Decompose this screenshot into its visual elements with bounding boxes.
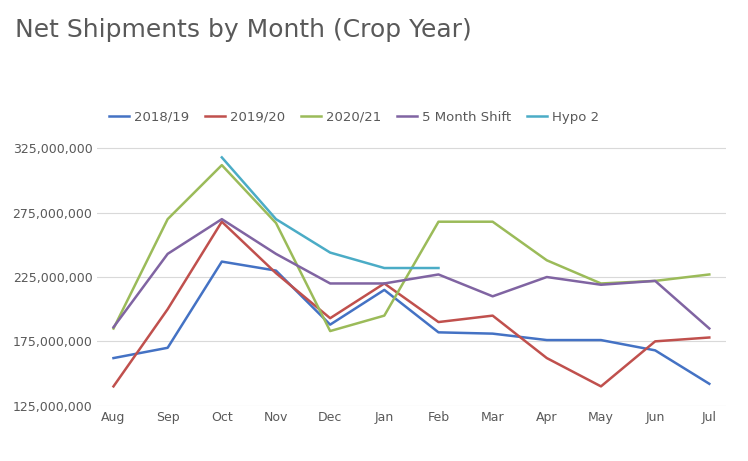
- 5 Month Shift: [705, 326, 714, 331]
- 2019/20: [596, 384, 605, 389]
- Line: 2019/20: 2019/20: [114, 222, 709, 386]
- 5 Month Shift: [542, 274, 551, 280]
- 2018/19: [705, 381, 714, 387]
- 2018/19: [651, 348, 660, 353]
- 2019/20: [434, 319, 443, 325]
- 5 Month Shift: [218, 216, 227, 222]
- 5 Month Shift: [163, 251, 172, 257]
- 2020/21: [380, 313, 389, 319]
- 2020/21: [542, 258, 551, 263]
- 2018/19: [272, 268, 280, 273]
- Line: 5 Month Shift: 5 Month Shift: [114, 219, 709, 329]
- 2020/21: [218, 162, 227, 168]
- Legend: 2018/19, 2019/20, 2020/21, 5 Month Shift, Hypo 2: 2018/19, 2019/20, 2020/21, 5 Month Shift…: [104, 106, 605, 129]
- 2018/19: [596, 337, 605, 343]
- 2018/19: [325, 322, 334, 327]
- 2020/21: [163, 216, 172, 222]
- 2018/19: [163, 345, 172, 350]
- Text: Net Shipments by Month (Crop Year): Net Shipments by Month (Crop Year): [15, 18, 472, 42]
- 2019/20: [109, 384, 118, 389]
- 2019/20: [542, 355, 551, 361]
- 2019/20: [218, 219, 227, 225]
- 2018/19: [109, 355, 118, 361]
- 2019/20: [651, 338, 660, 344]
- 2019/20: [325, 315, 334, 321]
- 2019/20: [705, 335, 714, 340]
- 2019/20: [163, 307, 172, 312]
- 2020/21: [325, 328, 334, 334]
- 2019/20: [380, 281, 389, 286]
- 5 Month Shift: [434, 272, 443, 277]
- 2019/20: [488, 313, 497, 319]
- 2018/19: [488, 331, 497, 337]
- 5 Month Shift: [272, 251, 280, 257]
- 5 Month Shift: [109, 325, 118, 330]
- 2020/21: [434, 219, 443, 225]
- Line: 2020/21: 2020/21: [114, 165, 709, 331]
- Line: 2018/19: 2018/19: [114, 261, 709, 384]
- 5 Month Shift: [325, 281, 334, 286]
- 5 Month Shift: [651, 278, 660, 284]
- 5 Month Shift: [596, 282, 605, 288]
- 2020/21: [705, 272, 714, 277]
- 2020/21: [596, 281, 605, 286]
- 2018/19: [380, 287, 389, 293]
- 2020/21: [651, 278, 660, 284]
- 2018/19: [434, 330, 443, 335]
- 2020/21: [272, 220, 280, 226]
- 2018/19: [542, 337, 551, 343]
- 2020/21: [109, 326, 118, 331]
- 5 Month Shift: [380, 281, 389, 286]
- 2019/20: [272, 271, 280, 276]
- 2018/19: [218, 259, 227, 264]
- 5 Month Shift: [488, 294, 497, 299]
- 2020/21: [488, 219, 497, 225]
